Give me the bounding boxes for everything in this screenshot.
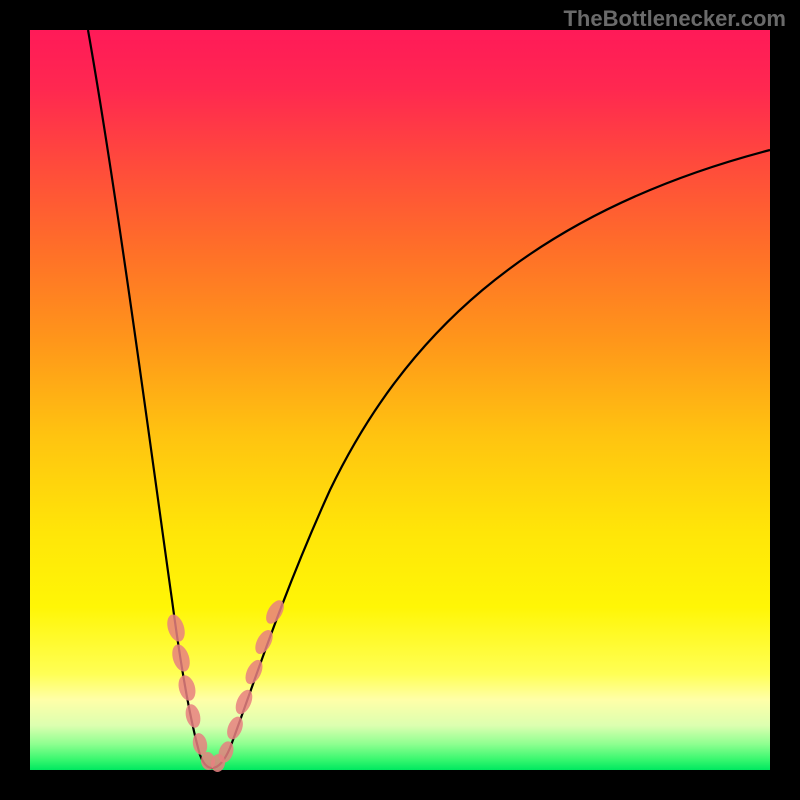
plot-area [30, 30, 770, 770]
chart-container: TheBottlenecker.com [0, 0, 800, 800]
watermark-text: TheBottlenecker.com [563, 6, 786, 32]
